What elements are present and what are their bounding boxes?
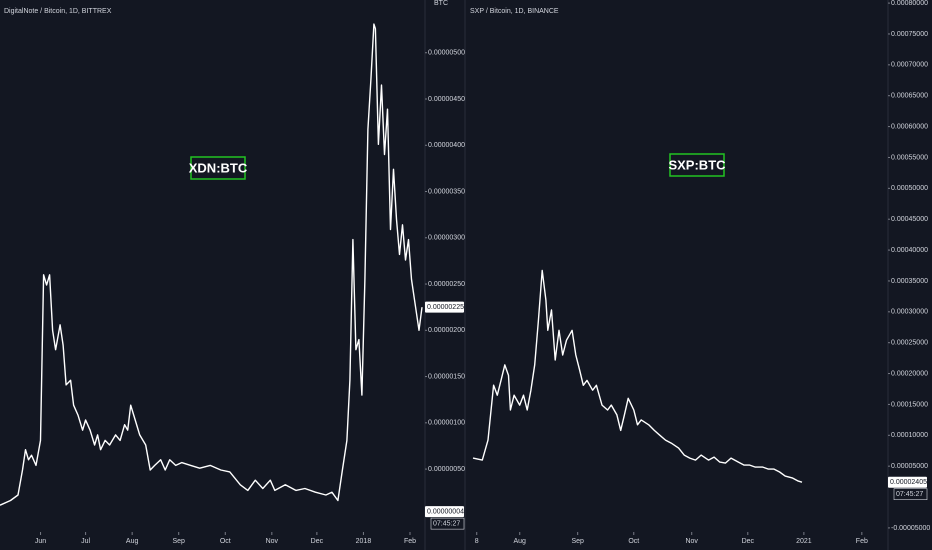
x-tick-label: Jul (81, 538, 90, 545)
y-tick-label: 0.00055000 (891, 154, 928, 161)
y-tick-label: 0.00080000 (891, 0, 928, 7)
y-tick-label: 0.00030000 (891, 309, 928, 316)
y-tick-label: 0.00000350 (428, 188, 465, 195)
y-tick-label: 0.00075000 (891, 31, 928, 38)
chart-title: DigitalNote / Bitcoin, 1D, BITTREX (4, 8, 112, 15)
price-label: 0.00000004 (427, 508, 464, 515)
annotation: XDN:BTC (189, 160, 248, 175)
y-tick-label: 0.00000150 (428, 373, 465, 380)
countdown: 07:45:27 (896, 491, 923, 498)
countdown-box (893, 488, 928, 501)
y-tick-label: 0.00065000 (891, 93, 928, 100)
price-label-box (425, 301, 464, 313)
price-line (472, 269, 803, 483)
x-tick-label: Aug (126, 538, 139, 545)
chart-title: SXP / Bitcoin, 1D, BINANCE (470, 8, 559, 15)
x-tick-label: Sep (571, 538, 584, 545)
annotation: SXP:BTC (668, 157, 726, 172)
y-tick-label: 0.00000450 (428, 96, 465, 103)
y-tick-label: 0.00000250 (428, 281, 465, 288)
y-tick-label: 0.00045000 (891, 216, 928, 223)
y-tick-label: 0.00010000 (891, 432, 928, 439)
x-tick-label: Dec (742, 538, 755, 545)
y-tick-label: 0.00070000 (891, 62, 928, 69)
y-tick-label: 0.00005000 (891, 463, 928, 470)
price-label: 0.00002405 (890, 479, 927, 486)
x-tick-label: Feb (856, 538, 868, 545)
price-label-box (888, 476, 927, 488)
y-tick-label: 0.00000300 (428, 235, 465, 242)
annotation-box (669, 153, 725, 177)
price-line (0, 23, 423, 506)
x-tick-label: Oct (220, 538, 231, 545)
x-tick-label: Jun (35, 538, 46, 545)
x-tick-label: 2018 (356, 538, 372, 545)
price-label-box (425, 506, 464, 518)
y-tick-label: 0.00050000 (891, 185, 928, 192)
x-tick-label: Feb (404, 538, 416, 545)
y-tick-label: 0.00020000 (891, 370, 928, 377)
y-tick-label: 0.00000050 (428, 466, 465, 473)
y-tick-label: 0.00000500 (428, 50, 465, 57)
y-tick-label: 0.00035000 (891, 278, 928, 285)
x-tick-label: 8 (475, 538, 479, 545)
x-tick-label: 2021 (796, 538, 812, 545)
x-tick-label: Nov (685, 538, 698, 545)
y-tick-label: 0.00060000 (891, 123, 928, 130)
y-tick-label: 0.00000400 (428, 142, 465, 149)
y-tick-label: 0.00025000 (891, 340, 928, 347)
axis-unit: BTC (434, 0, 448, 7)
x-tick-label: Sep (172, 538, 185, 545)
x-tick-label: Oct (628, 538, 639, 545)
x-tick-label: Nov (266, 538, 279, 545)
y-tick-label: 0.00040000 (891, 247, 928, 254)
y-tick-label: 0.00000200 (428, 327, 465, 334)
y-tick-label: -0.00005000 (891, 525, 930, 532)
y-tick-label: 0.00015000 (891, 401, 928, 408)
countdown: 07:45:27 (433, 520, 460, 527)
x-tick-label: Dec (311, 538, 324, 545)
price-label: 0.00000225 (427, 304, 464, 311)
x-tick-label: Aug (513, 538, 526, 545)
annotation-box (190, 156, 246, 180)
y-tick-label: 0.00000100 (428, 420, 465, 427)
countdown-box (430, 517, 465, 530)
